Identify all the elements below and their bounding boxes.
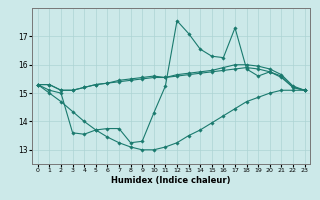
X-axis label: Humidex (Indice chaleur): Humidex (Indice chaleur) [111,176,231,185]
